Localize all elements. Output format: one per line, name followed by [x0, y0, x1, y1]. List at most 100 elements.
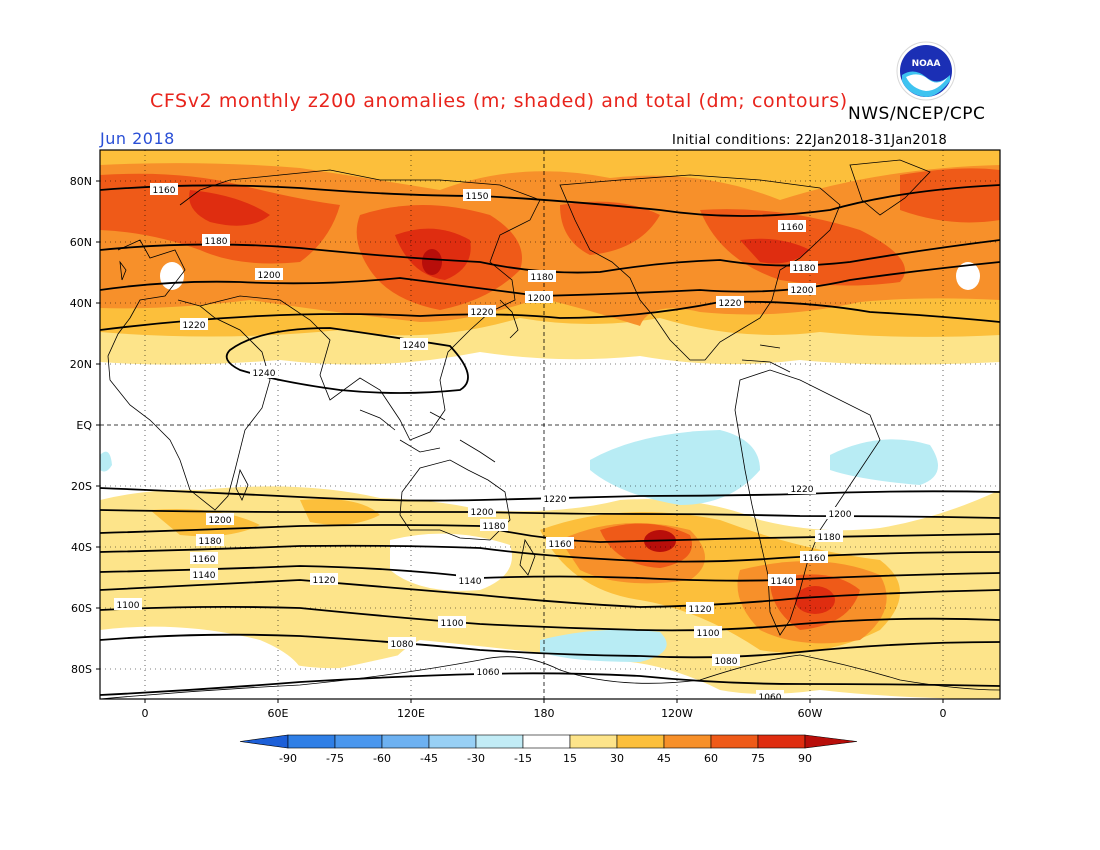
contour-label: 1060	[477, 668, 500, 678]
contour-label: 1180	[793, 264, 816, 274]
contour-label: 1160	[781, 223, 804, 233]
lon-label: 180	[534, 707, 555, 720]
contour-label: 1140	[459, 577, 482, 587]
contour-label: 1200	[209, 516, 232, 526]
contour-label: 1220	[544, 495, 567, 505]
colorbar-bin	[334, 734, 383, 749]
lon-label: 60W	[798, 707, 823, 720]
colorbar-bin	[381, 734, 430, 749]
shade-nh-max	[422, 249, 442, 275]
colorbar-arrow-high	[804, 734, 858, 749]
coast-madagascar	[235, 468, 249, 501]
contour-label: 1220	[471, 308, 494, 318]
colorbar-bin	[428, 734, 477, 749]
contour-label: 1100	[441, 619, 464, 629]
colorbar-label: 30	[610, 752, 624, 765]
lon-label: 0	[940, 707, 947, 720]
contour-label: 1180	[818, 533, 841, 543]
contour-1240-nh	[225, 327, 469, 394]
contour-1220-nh	[100, 300, 1000, 331]
latitude-labels: 80N 60N 40N 20N EQ 20S 40S 60S 80S	[70, 175, 93, 676]
contour-label: 1180	[205, 237, 228, 247]
coast-maritime	[359, 409, 496, 463]
colorbar-labels: -90 -75 -60 -45 -30 -15 15 30 45 60 75 9…	[279, 752, 812, 765]
colorbar-label: -75	[326, 752, 344, 765]
contour-label: 1160	[549, 540, 572, 550]
colorbar	[239, 734, 858, 749]
lat-label: 40N	[70, 297, 92, 310]
contour-label: 1140	[193, 571, 216, 581]
contour-label: 1120	[689, 605, 712, 615]
shade-nh-white-2	[956, 262, 980, 290]
lat-label: EQ	[76, 419, 92, 432]
coast-newzealand	[519, 538, 536, 576]
contour-label: 1200	[791, 286, 814, 296]
contour-label: 1200	[829, 510, 852, 520]
colorbar-label: 90	[798, 752, 812, 765]
noaa-logo-text: NOAA	[912, 59, 941, 69]
colorbar-label: -45	[420, 752, 438, 765]
shade-neg-1	[590, 430, 760, 505]
colorbar-arrow-low	[239, 734, 289, 749]
lat-label: 60S	[71, 602, 92, 615]
contour-1180-sh	[100, 524, 1000, 543]
forecast-month: Jun 2018	[100, 129, 175, 148]
contour-labels: 1160 1150 1160 1180 1180 1180 1200 1200 …	[114, 183, 854, 699]
coast-asia	[179, 169, 541, 441]
contour-label: 1220	[791, 485, 814, 495]
shade-sh-white-3	[380, 640, 700, 699]
colorbar-label: -60	[373, 752, 391, 765]
contour-label: 1200	[258, 271, 281, 281]
agency-label: NWS/NCEP/CPC	[848, 104, 986, 124]
contour-1140-sh	[100, 565, 1000, 582]
coast-south-america	[734, 369, 881, 636]
colorbar-label: -30	[467, 752, 485, 765]
contour-label: 1180	[531, 273, 554, 283]
coast-australia	[399, 459, 511, 541]
shade-sh-90-atl	[795, 586, 835, 614]
colorbar-label: 45	[657, 752, 671, 765]
contour-label: 1200	[471, 508, 494, 518]
lat-label: 80N	[70, 175, 92, 188]
contour-1060-sh	[100, 672, 1000, 696]
colorbar-label: 75	[751, 752, 765, 765]
map-title: CFSv2 monthly z200 anomalies (m; shaded)…	[150, 90, 848, 112]
contour-label: 1160	[153, 186, 176, 196]
lat-label: 60N	[70, 236, 92, 249]
contour-label: 1100	[117, 601, 140, 611]
shade-nh-75-pacific	[560, 201, 660, 255]
lat-label: 40S	[71, 541, 92, 554]
contour-1160-arctic	[100, 184, 1000, 217]
anomaly-shading	[100, 150, 1000, 699]
coast-japan	[499, 299, 519, 339]
colorbar-bin	[569, 734, 618, 749]
coast-caribbean	[741, 344, 791, 373]
lon-label: 120W	[661, 707, 693, 720]
shade-nh-90-west	[189, 190, 270, 226]
shade-neg-4	[100, 451, 112, 472]
axis-ticks	[96, 180, 944, 703]
colorbar-bin	[616, 734, 665, 749]
contour-1120-sh	[100, 579, 1000, 608]
contour-label: 1220	[183, 321, 206, 331]
coast-europe-africa	[107, 239, 271, 511]
lat-label: 20N	[70, 358, 92, 371]
contour-label: 1100	[697, 629, 720, 639]
contour-label: 1080	[391, 640, 414, 650]
contour-label: 1120	[313, 576, 336, 586]
contour-label: 1150	[466, 192, 489, 202]
colorbar-label: -90	[279, 752, 297, 765]
contour-label: 1220	[719, 299, 742, 309]
contour-label: 1240	[253, 369, 276, 379]
noaa-logo-icon: NOAA	[896, 41, 956, 101]
shade-neg-2	[830, 439, 938, 485]
colorbar-bin	[287, 734, 336, 749]
lon-label: 60E	[268, 707, 289, 720]
colorbar-bin	[757, 734, 806, 749]
lat-label: 80S	[71, 663, 92, 676]
colorbar-bin	[475, 734, 524, 749]
coast-uk	[119, 260, 127, 281]
shade-nh-90-america	[740, 238, 810, 264]
initial-conditions: Initial conditions: 22Jan2018-31Jan2018	[672, 133, 948, 148]
